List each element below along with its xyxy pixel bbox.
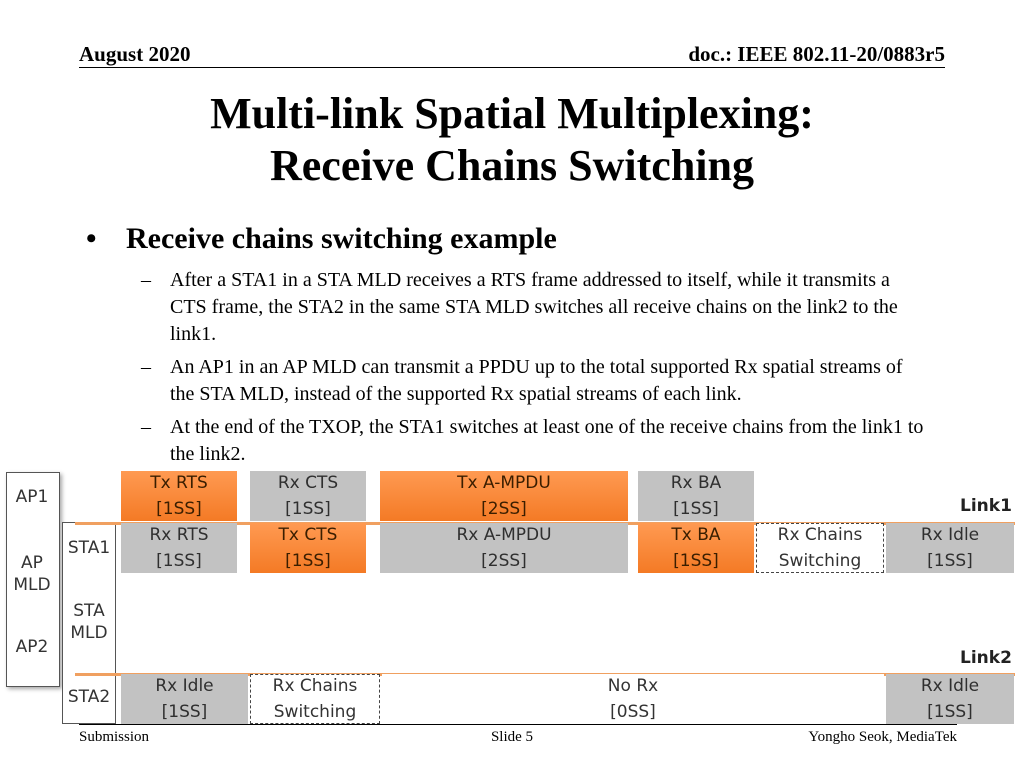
link2-label: Link2 <box>960 648 1012 668</box>
header-divider <box>79 67 945 68</box>
sta1-rx-rts-line1: Rx RTS <box>149 525 209 545</box>
sub-bullet-text: After a STA1 in a STA MLD receives a RTS… <box>170 269 898 345</box>
ap1-rx-cts-line1: Rx CTS <box>277 473 339 493</box>
ap1-label: AP1 <box>15 487 49 507</box>
sub-bullet: – After a STA1 in a STA MLD receives a R… <box>141 267 931 348</box>
footer-author: Yongho Seok, MediaTek <box>808 729 957 745</box>
header-date: August 2020 <box>79 42 191 66</box>
ap2-label: AP2 <box>15 637 49 657</box>
sta2-rx-chains-switching-box: Rx Chains Switching <box>250 674 380 724</box>
bullet-marker: • <box>86 222 97 255</box>
ap1-tx-rts-line1: Tx RTS <box>150 473 208 493</box>
sub-bullet-marker: – <box>141 269 151 291</box>
ap1-tx-rts-line2: [1SS] <box>156 499 202 519</box>
sub-bullet: – An AP1 in an AP MLD can transmit a PPD… <box>141 354 931 408</box>
sta1-switching-line1: Rx Chains <box>777 525 863 545</box>
sta2-rx-idle-end-line1: Rx Idle <box>920 676 980 696</box>
ap-mld-label-line2: MLD <box>13 575 51 595</box>
sta-mld-label-line1: STA <box>73 601 105 621</box>
sta1-rx-rts-line2: [1SS] <box>156 551 202 571</box>
sta1-switching-line2: Switching <box>778 551 862 571</box>
sub-bullet-marker: – <box>141 416 151 438</box>
slide-title-line1: Multi-link Spatial Multiplexing: <box>210 89 814 138</box>
sta2-rx-idle-end-box: Rx Idle [1SS] <box>886 674 1014 724</box>
ap1-rx-cts-line2: [1SS] <box>285 499 331 519</box>
sta1-tx-cts-box: Tx CTS [1SS] <box>250 523 366 573</box>
sub-bullet-marker: – <box>141 356 151 378</box>
sta1-rx-ampdu-line1: Rx A-MPDU <box>456 525 552 545</box>
footer-submission: Submission <box>79 729 150 745</box>
ap1-rx-ba-line2: [1SS] <box>673 499 719 519</box>
sta1-rx-ampdu-line2: [2SS] <box>481 551 527 571</box>
sta1-rx-idle-line2: [1SS] <box>927 551 973 571</box>
footer-divider <box>79 724 957 725</box>
sta2-no-rx-box: No Rx [0SS] <box>382 674 884 724</box>
sta-mld-label-line2: MLD <box>70 623 108 643</box>
sta2-no-rx-line1: No Rx <box>607 676 659 696</box>
sta2-rx-idle-end-line2: [1SS] <box>927 702 973 722</box>
sta1-label: STA1 <box>67 538 111 558</box>
header-doc-id: doc.: IEEE 802.11-20/0883r5 <box>688 42 945 66</box>
slide-title: Multi-link Spatial Multiplexing: Receive… <box>0 88 1024 192</box>
sta2-rx-idle-line2: [1SS] <box>161 702 208 722</box>
sta1-tx-cts-line1: Tx CTS <box>278 525 338 545</box>
main-bullet-text: Receive chains switching example <box>126 222 557 255</box>
ap-mld-frame <box>6 472 60 687</box>
sta1-rx-idle-line1: Rx Idle <box>920 525 980 545</box>
ap1-tx-rts-box: Tx RTS [1SS] <box>121 471 237 521</box>
sta1-rx-idle-box: Rx Idle [1SS] <box>886 523 1014 573</box>
sta1-rx-rts-box: Rx RTS [1SS] <box>121 523 237 573</box>
sta2-no-rx-line2: [0SS] <box>610 702 656 722</box>
ap1-tx-ampdu-line1: Tx A-MPDU <box>457 473 551 493</box>
sta2-label: STA2 <box>67 687 111 707</box>
ap-mld-label-line1: AP <box>21 553 43 573</box>
sub-bullet: – At the end of the TXOP, the STA1 switc… <box>141 414 931 468</box>
sta1-rx-ampdu-box: Rx A-MPDU [2SS] <box>380 523 628 573</box>
ap1-rx-cts-box: Rx CTS [1SS] <box>250 471 366 521</box>
sta2-rx-idle-line1: Rx Idle <box>155 676 214 696</box>
ap1-rx-ba-box: Rx BA [1SS] <box>638 471 754 521</box>
ap1-rx-ba-line1: Rx BA <box>670 473 722 493</box>
footer-slide-number: Slide 5 <box>490 729 534 745</box>
link1-label: Link1 <box>960 496 1012 516</box>
sta1-tx-ba-line2: [1SS] <box>673 551 719 571</box>
sta1-tx-cts-line2: [1SS] <box>285 551 331 571</box>
sub-bullet-text: At the end of the TXOP, the STA1 switche… <box>170 416 924 465</box>
sta2-switching-line2: Switching <box>273 702 357 722</box>
sta2-switching-line1: Rx Chains <box>272 676 358 696</box>
sta1-tx-ba-line1: Tx BA <box>671 525 721 545</box>
slide-title-line2: Receive Chains Switching <box>270 141 754 190</box>
timing-diagram: AP1 AP MLD AP2 STA1 STA MLD STA2 Link1 L… <box>0 460 1024 730</box>
sub-bullet-text: An AP1 in an AP MLD can transmit a PPDU … <box>170 356 903 405</box>
sta1-tx-ba-box: Tx BA [1SS] <box>638 523 754 573</box>
ap1-tx-ampdu-line2: [2SS] <box>481 499 527 519</box>
sta2-rx-idle-box: Rx Idle [1SS] <box>121 674 248 724</box>
sta1-rx-chains-switching-box: Rx Chains Switching <box>756 523 884 573</box>
ap1-tx-ampdu-box: Tx A-MPDU [2SS] <box>380 471 628 521</box>
main-bullet: • Receive chains switching example <box>86 222 557 256</box>
